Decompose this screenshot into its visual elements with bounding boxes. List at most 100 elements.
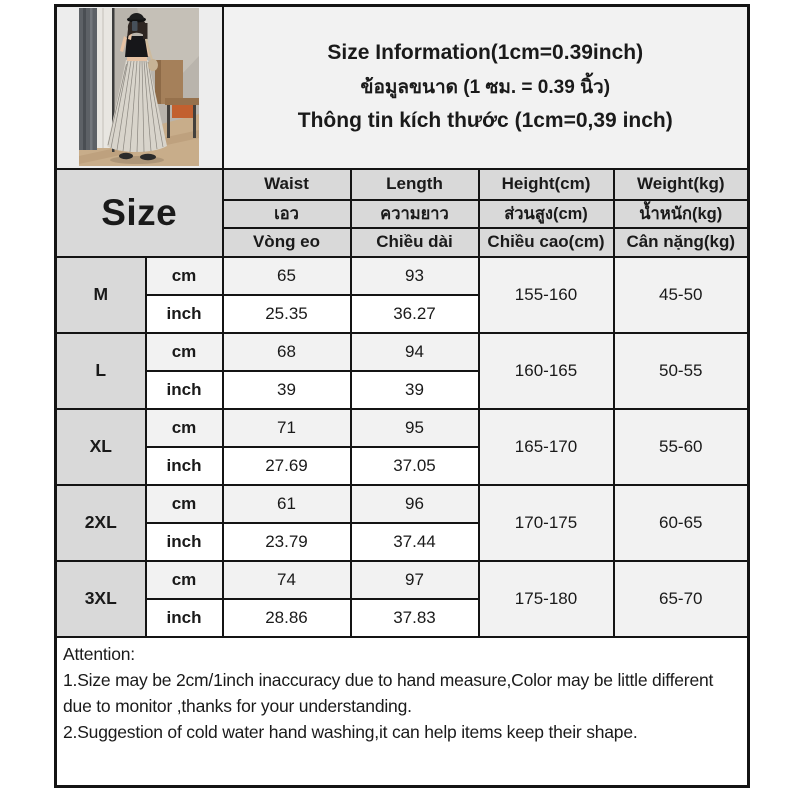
column-header-length-th: ความยาว bbox=[349, 198, 480, 229]
size-label-l: L bbox=[54, 331, 147, 410]
unit-label-inch: inch bbox=[144, 369, 224, 410]
column-header-waist-en: Waist bbox=[221, 167, 352, 201]
height-range-2xl: 170-175 bbox=[477, 483, 615, 562]
photo-dark-curtain bbox=[79, 8, 98, 151]
height-range-xl: 165-170 bbox=[477, 407, 615, 486]
header-row-vietnamese: Vòng eo Chiều dài Chiều cao(cm) Cân nặng… bbox=[56, 226, 750, 258]
model-crop-top bbox=[125, 36, 150, 58]
height-range-l: 160-165 bbox=[477, 331, 615, 410]
waist-inch-m: 25.35 bbox=[221, 293, 352, 334]
photo-orange-drawer bbox=[172, 105, 195, 119]
waist-cm-xl: 71 bbox=[221, 407, 352, 448]
height-range-m: 155-160 bbox=[477, 255, 615, 334]
curtain-fold bbox=[83, 8, 87, 151]
waist-inch-xl: 27.69 bbox=[221, 445, 352, 486]
waist-cm-l: 68 bbox=[221, 331, 352, 372]
waist-cm-2xl: 61 bbox=[221, 483, 352, 524]
table-row-xl-inch: inch 27.69 37.05 bbox=[56, 445, 749, 486]
model-waist bbox=[127, 56, 148, 62]
weight-range-3xl: 65-70 bbox=[612, 559, 750, 638]
model-hair-side bbox=[143, 23, 148, 40]
size-label-xl: XL bbox=[54, 407, 147, 486]
length-inch-2xl: 37.44 bbox=[349, 521, 480, 562]
size-table: Size Information(1cm=0.39inch) ข้อมูลขนา… bbox=[54, 4, 751, 788]
header-row-english: Size Waist Length Height(cm) Weight(kg) bbox=[54, 167, 750, 258]
unit-label-cm: cm bbox=[144, 483, 224, 524]
model-phone bbox=[132, 21, 138, 32]
model-sandal-left bbox=[119, 153, 134, 160]
product-photo-cell bbox=[54, 4, 224, 170]
column-header-height-en: Height(cm) bbox=[477, 167, 615, 201]
desk-leg-right bbox=[193, 105, 197, 139]
length-cm-l: 94 bbox=[349, 331, 480, 372]
model-sandal-right bbox=[140, 154, 157, 161]
weight-range-xl: 55-60 bbox=[612, 407, 750, 486]
unit-label-inch: inch bbox=[144, 445, 224, 486]
unit-label-cm: cm bbox=[144, 331, 224, 372]
photo-mirror-frame bbox=[112, 8, 115, 153]
unit-label-cm: cm bbox=[144, 559, 224, 600]
curtain-fold-light bbox=[90, 8, 93, 151]
attention-note-1: 1.Size may be 2cm/1inch inaccuracy due t… bbox=[63, 669, 714, 716]
model-cap-dome bbox=[129, 13, 145, 20]
column-header-weight-th: น้ำหนัก(kg) bbox=[612, 198, 750, 229]
table-row-m-inch: inch 25.35 36.27 bbox=[56, 293, 749, 334]
table-row-3xl-inch: inch 28.86 37.83 bbox=[56, 597, 749, 638]
column-header-height-vi: Chiều cao(cm) bbox=[477, 226, 615, 258]
model-bag-strap bbox=[145, 38, 154, 61]
column-header-weight-vi: Cân nặng(kg) bbox=[612, 226, 750, 258]
waist-inch-2xl: 23.79 bbox=[221, 521, 352, 562]
unit-label-inch: inch bbox=[144, 597, 224, 638]
attention-row: Attention: 1.Size may be 2cm/1inch inacc… bbox=[54, 635, 750, 788]
weight-range-l: 50-55 bbox=[612, 331, 750, 410]
height-range-3xl: 175-180 bbox=[477, 559, 615, 638]
length-inch-l: 39 bbox=[349, 369, 480, 410]
column-header-weight-en: Weight(kg) bbox=[612, 167, 750, 201]
table-row-2xl-cm: 2XL cm 61 96 170-175 60-65 bbox=[54, 483, 750, 562]
attention-note-2: 2.Suggestion of cold water hand washing,… bbox=[63, 722, 638, 743]
waist-inch-3xl: 28.86 bbox=[221, 597, 352, 638]
length-cm-m: 93 bbox=[349, 255, 480, 296]
length-inch-3xl: 37.83 bbox=[349, 597, 480, 638]
unit-label-inch: inch bbox=[144, 293, 224, 334]
length-inch-m: 36.27 bbox=[349, 293, 480, 334]
table-row-l-cm: L cm 68 94 160-165 50-55 bbox=[54, 331, 750, 410]
sheer-fold bbox=[102, 8, 105, 149]
column-header-waist-th: เอว bbox=[221, 198, 352, 229]
size-header-cell: Size bbox=[54, 167, 224, 258]
table-row-m-cm: M cm 65 93 155-160 45-50 bbox=[54, 255, 750, 334]
column-header-length-vi: Chiều dài bbox=[349, 226, 480, 258]
desk-leg-left bbox=[167, 105, 171, 139]
size-label-2xl: 2XL bbox=[54, 483, 147, 562]
title-vietnamese: Thông tin kích thước (1cm=0,39 inch) bbox=[297, 109, 673, 133]
size-label-m: M bbox=[54, 255, 147, 334]
attention-cell: Attention: 1.Size may be 2cm/1inch inacc… bbox=[54, 635, 750, 788]
waist-cm-m: 65 bbox=[221, 255, 352, 296]
model-bag bbox=[148, 59, 159, 72]
waist-inch-l: 39 bbox=[221, 369, 352, 410]
column-header-length-en: Length bbox=[349, 167, 480, 201]
cabinet-side bbox=[155, 60, 162, 105]
length-cm-xl: 95 bbox=[349, 407, 480, 448]
column-header-waist-vi: Vòng eo bbox=[221, 226, 352, 258]
title-thai: ข้อมูลขนาด (1 ซม. = 0.39 นิ้ว) bbox=[360, 77, 611, 99]
model-arm-left bbox=[120, 36, 128, 53]
header-row-thai: เอว ความยาว ส่วนสูง(cm) น้ำหนัก(kg) bbox=[56, 198, 750, 229]
title-english: Size Information(1cm=0.39inch) bbox=[327, 41, 644, 65]
length-cm-2xl: 96 bbox=[349, 483, 480, 524]
model-photo-illustration bbox=[79, 8, 200, 167]
length-cm-3xl: 97 bbox=[349, 559, 480, 600]
weight-range-m: 45-50 bbox=[612, 255, 750, 334]
column-header-height-th: ส่วนสูง(cm) bbox=[477, 198, 615, 229]
size-label-3xl: 3XL bbox=[54, 559, 147, 638]
photo-desk-top bbox=[165, 98, 200, 106]
length-inch-xl: 37.05 bbox=[349, 445, 480, 486]
table-row-l-inch: inch 39 39 bbox=[56, 369, 749, 410]
unit-label-cm: cm bbox=[144, 255, 224, 296]
pants-stripes bbox=[107, 61, 164, 153]
weight-range-2xl: 60-65 bbox=[612, 483, 750, 562]
attention-heading: Attention: bbox=[63, 643, 135, 664]
top-row: Size Information(1cm=0.39inch) ข้อมูลขนา… bbox=[54, 4, 750, 170]
table-row-2xl-inch: inch 23.79 37.44 bbox=[56, 521, 749, 562]
